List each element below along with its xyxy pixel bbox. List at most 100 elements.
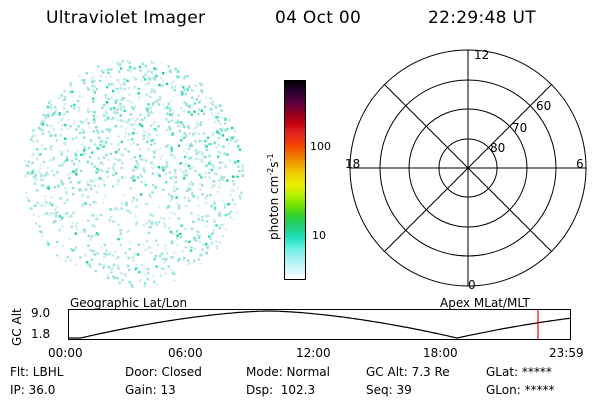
uv-speckle (32, 108, 35, 111)
uv-speckle (52, 59, 55, 61)
uv-speckle (186, 88, 189, 91)
uv-speckle (225, 228, 228, 231)
uv-speckle (107, 167, 110, 170)
uv-speckle (83, 152, 86, 155)
uv-speckle (164, 244, 167, 247)
uv-speckle (136, 176, 140, 179)
uv-speckle (79, 153, 83, 156)
uv-speckle (177, 124, 180, 128)
uv-speckle (24, 127, 27, 130)
uv-speckle (180, 288, 183, 289)
uv-speckle (212, 180, 216, 183)
uv-speckle (163, 268, 166, 271)
mlt-label-0: 0 (468, 278, 476, 292)
uv-speckle (121, 96, 124, 100)
uv-speckle (170, 119, 174, 122)
uv-speckle (75, 168, 78, 171)
uv-speckle (35, 59, 38, 62)
uv-speckle (165, 82, 169, 86)
uv-speckle (87, 244, 90, 247)
uv-speckle (82, 128, 86, 131)
uv-speckle (225, 103, 229, 106)
uv-speckle (155, 171, 159, 174)
uv-speckle (212, 103, 215, 106)
uv-speckle (47, 114, 50, 117)
uv-speckle (228, 77, 231, 80)
uv-speckle (190, 246, 193, 249)
uv-speckle (42, 100, 46, 103)
uv-speckle (75, 221, 78, 225)
uv-speckle (159, 167, 162, 170)
uv-speckle (169, 113, 172, 116)
uv-speckle (40, 174, 43, 177)
uv-speckle (149, 213, 152, 216)
uv-speckle (170, 231, 174, 234)
uv-speckle (49, 61, 52, 64)
uv-speckle (205, 261, 209, 264)
uv-speckle (131, 106, 134, 109)
uv-speckle (115, 99, 118, 102)
uv-speckle (32, 213, 35, 216)
uv-speckle (54, 215, 58, 218)
uv-speckle (33, 62, 36, 66)
uv-speckle (97, 61, 100, 64)
uv-speckle (52, 204, 55, 207)
uv-speckle (46, 265, 49, 268)
uv-speckle (224, 165, 227, 168)
uv-speckle (49, 125, 53, 128)
altitude-curve (68, 310, 571, 339)
uv-speckle (74, 66, 78, 70)
uv-speckle (158, 59, 161, 61)
uv-speckle (165, 257, 168, 261)
uv-speckle (51, 158, 54, 162)
uv-speckle (24, 251, 26, 255)
uv-speckle (27, 231, 30, 234)
uv-speckle (190, 180, 193, 183)
uv-speckle (108, 83, 111, 86)
uv-speckle (208, 235, 211, 238)
uv-speckle (25, 242, 28, 246)
uv-speckle (135, 267, 138, 270)
uv-speckle (184, 69, 187, 73)
uv-speckle (57, 184, 60, 188)
uv-speckle (45, 246, 48, 250)
uv-speckle (153, 280, 156, 284)
time-label: 22:29:48 UT (428, 8, 536, 28)
uv-speckle (99, 177, 103, 181)
uv-speckle (83, 79, 86, 82)
uv-speckle (60, 153, 63, 156)
uv-speckle (112, 116, 115, 120)
uv-speckle (204, 96, 208, 99)
uv-speckle (119, 87, 122, 90)
uv-speckle (131, 138, 134, 141)
uv-speckle (105, 85, 109, 89)
uv-speckle (52, 259, 55, 262)
uv-speckle (156, 134, 159, 137)
uv-speckle (134, 168, 137, 171)
uv-speckle (93, 165, 96, 168)
uv-speckle (40, 144, 44, 147)
uv-speckle (196, 230, 199, 233)
uv-speckle (236, 212, 239, 215)
uv-speckle (50, 79, 53, 82)
uv-speckle (184, 162, 187, 166)
uv-speckle (199, 262, 202, 266)
uv-speckle (187, 104, 191, 108)
uv-speckle (208, 154, 211, 158)
uv-speckle (228, 136, 231, 139)
uv-speckle (45, 201, 48, 204)
uv-speckle (246, 70, 248, 72)
uv-speckle (72, 170, 75, 173)
uv-speckle (240, 105, 244, 109)
uv-speckle (55, 271, 58, 275)
uv-speckle (194, 238, 197, 241)
uv-speckle (64, 77, 67, 80)
uv-speckle (119, 102, 122, 106)
uv-speckle (240, 103, 243, 107)
uv-speckle (112, 173, 115, 177)
uv-speckle (84, 280, 87, 284)
uv-speckle (99, 75, 103, 78)
uv-speckle (145, 248, 148, 251)
uv-speckle (81, 204, 85, 207)
uv-speckle (139, 69, 142, 72)
